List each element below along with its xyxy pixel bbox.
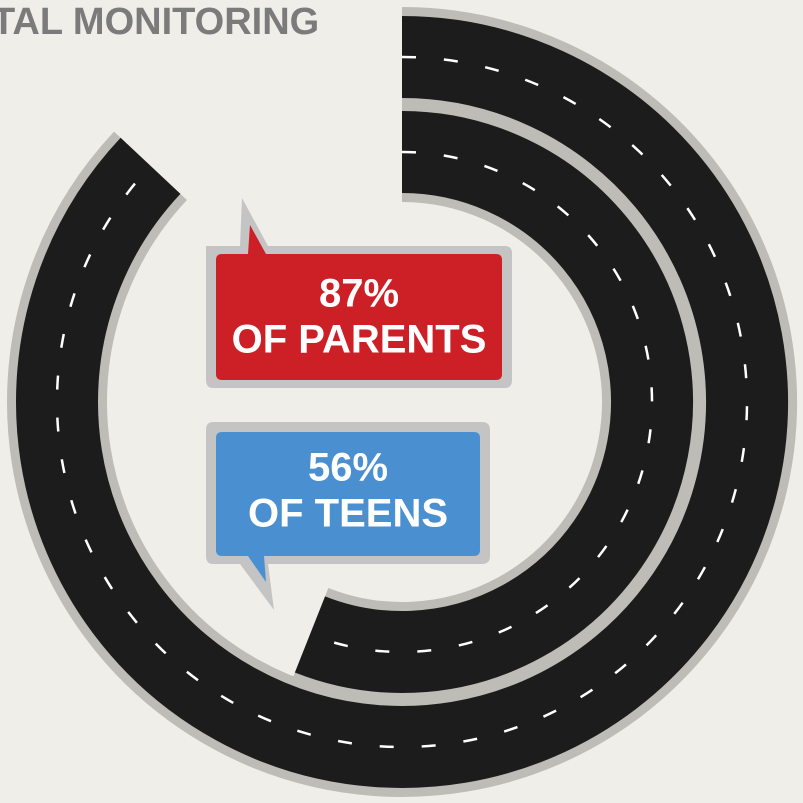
page: TAL MONITORING 87% OF PARENTS 56% OF TEE… [0,0,803,803]
value-label: 56% [308,446,388,490]
legend-label: OF TEENS [248,492,448,536]
chart-title: TAL MONITORING [0,1,319,43]
value-label: 87% [319,272,399,316]
chart: TAL MONITORING 87% OF PARENTS 56% OF TEE… [0,0,803,803]
legend-label: OF PARENTS [232,318,487,362]
